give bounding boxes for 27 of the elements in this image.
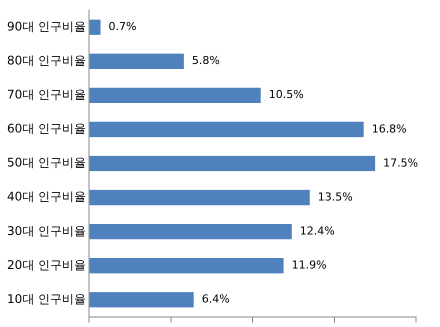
y-tick-label: 20대 인구비율: [6, 258, 86, 272]
bar: [90, 54, 184, 69]
y-tick-label: 10대 인구비율: [6, 292, 86, 306]
bar: [90, 156, 376, 172]
y-tick-label: 80대 인구비율: [6, 53, 86, 68]
bar: [90, 122, 364, 138]
data-label: 17.5%: [383, 156, 418, 170]
bar: [90, 190, 310, 206]
data-label: 13.5%: [318, 190, 353, 204]
y-tick-label: 50대 인구비율: [6, 156, 86, 170]
bar: [90, 20, 101, 35]
y-tick-label: 40대 인구비율: [6, 190, 86, 204]
data-label: 10.5%: [268, 88, 304, 102]
bar: [90, 224, 292, 240]
data-label: 6.4%: [202, 292, 230, 306]
data-label: 0.7%: [108, 20, 136, 34]
y-tick-label: 60대 인구비율: [6, 122, 86, 136]
y-tick-label: 70대 인구비율: [6, 87, 86, 102]
data-label: 5.8%: [192, 54, 220, 68]
y-tick-label: 30대 인구비율: [6, 224, 86, 238]
data-label: 11.9%: [292, 258, 327, 272]
bar: [90, 292, 194, 308]
data-label: 12.4%: [300, 224, 335, 238]
data-label: 16.8%: [372, 122, 407, 136]
bar: [90, 258, 284, 274]
bar: [90, 88, 261, 104]
y-tick-label: 90대 인구비율: [6, 19, 86, 34]
